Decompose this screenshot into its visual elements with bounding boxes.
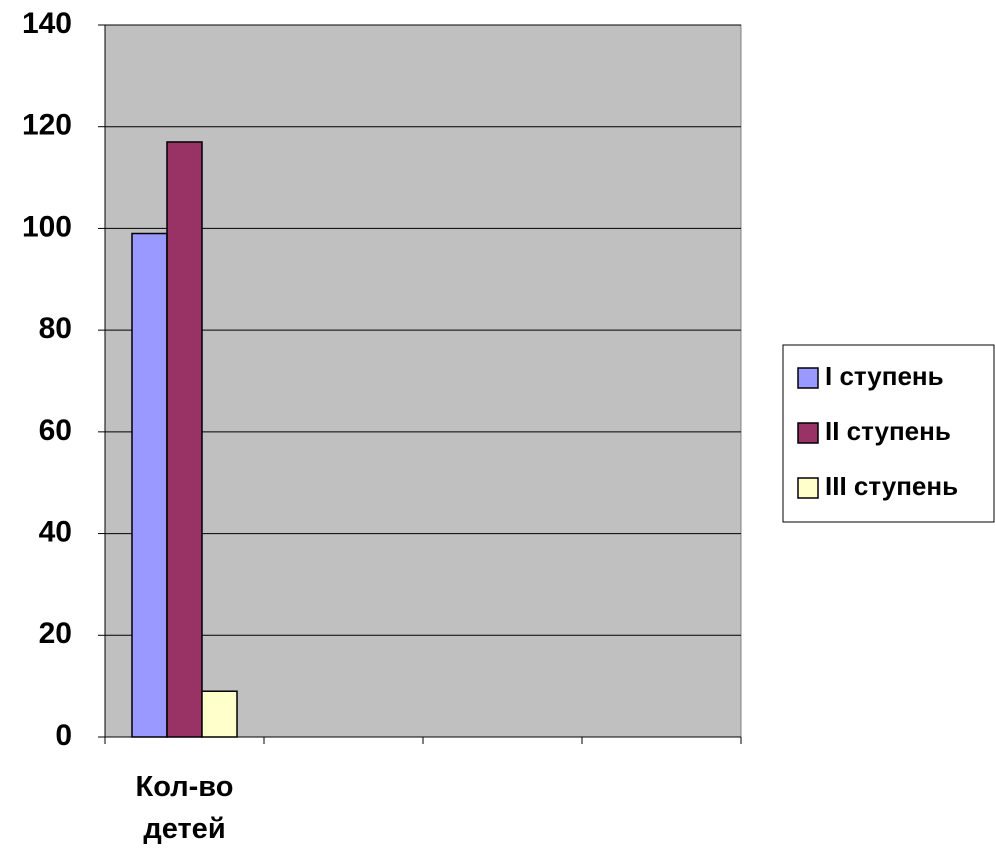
y-tick-label: 60 [39,414,72,447]
y-tick-label: 0 [55,719,72,752]
legend-label: I ступень [825,361,944,391]
bar [166,141,203,738]
legend-label: II ступень [825,416,951,446]
x-tick-label: Кол-во детей [135,771,234,845]
y-tick-label: 100 [22,210,72,243]
legend-swatch [797,422,819,444]
bar [131,232,168,738]
plot-area [104,24,742,738]
legend-label: III ступень [825,471,958,501]
y-tick-label: 80 [39,312,72,345]
bar [201,690,238,738]
y-tick-label: 20 [39,617,72,650]
legend-swatch [797,477,819,499]
y-tick-label: 140 [22,7,72,40]
y-tick-label: 120 [22,109,72,142]
y-tick-label: 40 [39,515,72,548]
legend-swatch [797,367,819,389]
